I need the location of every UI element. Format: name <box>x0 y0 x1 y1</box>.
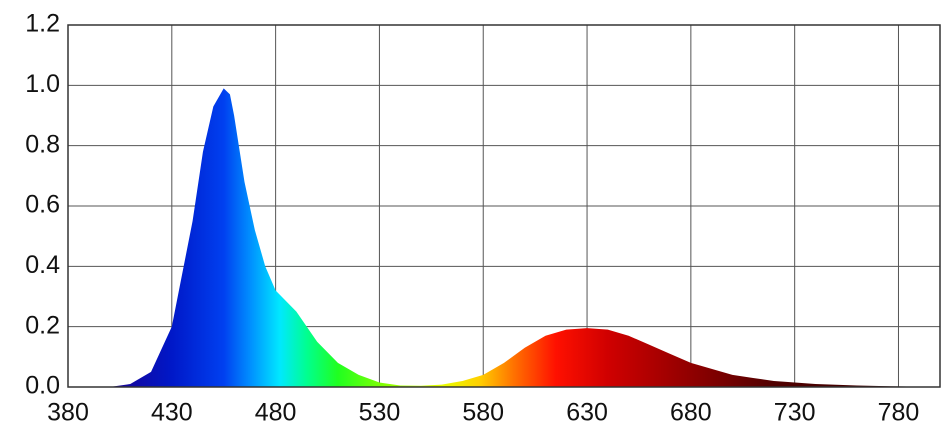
x-tick-label: 430 <box>151 399 193 427</box>
spectrum-area <box>68 88 940 387</box>
x-tick-label: 480 <box>255 399 297 427</box>
x-tick-label: 680 <box>670 399 712 427</box>
x-tick-label: 730 <box>774 399 816 427</box>
y-tick-label: 0.0 <box>25 372 60 400</box>
y-tick-label: 0.6 <box>25 191 60 219</box>
x-tick-label: 630 <box>566 399 608 427</box>
y-tick-label: 1.0 <box>25 70 60 98</box>
plot-border <box>67 24 941 388</box>
x-tick-label: 580 <box>462 399 504 427</box>
y-tick-label: 0.2 <box>25 311 60 339</box>
y-tick-label: 0.8 <box>25 130 60 158</box>
y-tick-label: 1.2 <box>25 10 60 38</box>
x-tick-label: 380 <box>47 399 89 427</box>
x-tick-label: 530 <box>359 399 401 427</box>
x-tick-label: 780 <box>878 399 920 427</box>
y-tick-label: 0.4 <box>25 251 60 279</box>
